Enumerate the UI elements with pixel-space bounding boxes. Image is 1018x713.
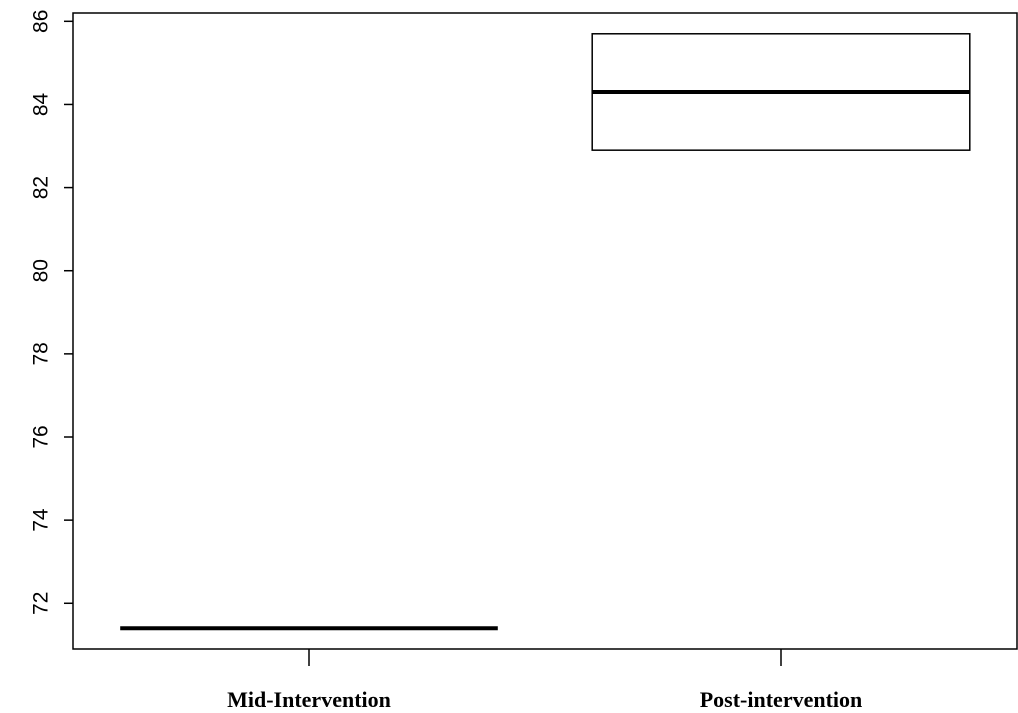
y-tick-label-82: 82 xyxy=(30,176,53,199)
y-axis: 72 74 76 78 80 82 84 86 xyxy=(30,10,73,615)
boxes-layer xyxy=(120,33,971,631)
plot-frame xyxy=(72,12,1018,650)
y-tick-label-74: 74 xyxy=(30,508,53,532)
plot-frame-layer xyxy=(72,12,1018,650)
y-tick-label-72: 72 xyxy=(30,592,53,615)
y-tick-label-80: 80 xyxy=(30,259,53,282)
y-tick-label-86: 86 xyxy=(30,10,53,33)
x-tick-label-mid-intervention: Mid-Intervention xyxy=(227,687,391,712)
y-tick-label-76: 76 xyxy=(30,425,53,448)
x-axis: Mid-Intervention Post-intervention xyxy=(227,649,862,712)
y-tick-label-78: 78 xyxy=(30,342,53,365)
x-tick-label-post-intervention: Post-intervention xyxy=(700,687,863,712)
y-tick-label-84: 84 xyxy=(30,92,53,116)
